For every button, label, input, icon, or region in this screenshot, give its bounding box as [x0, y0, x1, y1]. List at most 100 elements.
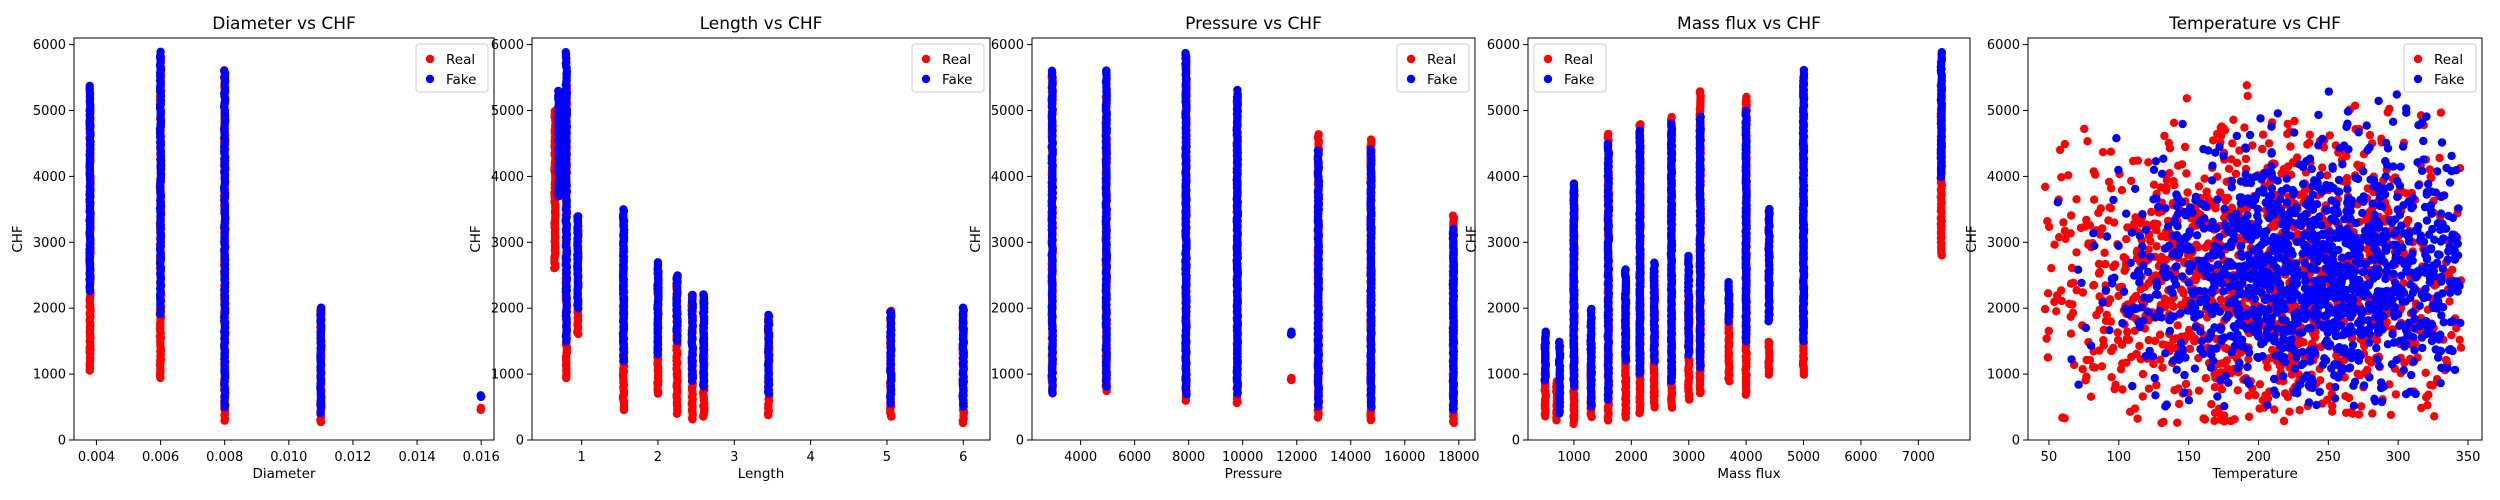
scatter-points	[1540, 48, 1947, 429]
legend-label-fake: Fake	[942, 72, 972, 88]
legend-marker-fake	[1543, 74, 1553, 84]
x-axis-label: Diameter	[252, 466, 315, 482]
y-axis-label: CHF	[968, 225, 984, 252]
x-tick-label: 12000	[1276, 450, 1317, 465]
fake-point	[653, 258, 663, 267]
y-tick-label: 3000	[33, 236, 66, 251]
x-tick-label: 0.008	[206, 450, 243, 465]
y-tick-label: 2000	[33, 302, 66, 317]
fake-point	[561, 48, 570, 57]
fake-point	[1449, 224, 1458, 234]
fake-point	[1102, 66, 1111, 75]
y-tick-label: 4000	[991, 170, 1024, 185]
axes-frame	[73, 37, 495, 441]
real-point	[1667, 112, 1676, 122]
real-point	[1695, 87, 1705, 96]
y-tick-label: 4000	[33, 170, 66, 185]
x-tick-label: 4000	[1064, 450, 1097, 465]
y-tick-label: 2000	[491, 302, 524, 317]
y-tick-label: 3000	[991, 236, 1024, 251]
legend-marker-real	[1406, 54, 1416, 64]
fake-point	[764, 310, 773, 320]
y-tick-label: 5000	[33, 104, 66, 119]
legend-label-fake: Fake	[1564, 72, 1594, 88]
fake-point	[220, 66, 229, 76]
legend: Real Fake	[415, 43, 489, 93]
y-tick-label: 4000	[491, 170, 524, 185]
legend-label-real: Real	[446, 52, 475, 68]
x-tick-label: 6	[959, 450, 967, 465]
panel-diameter-vs-chf: Diameter vs CHF Diameter CHF Real Fake 0…	[10, 14, 500, 482]
y-tick-label: 6000	[33, 38, 66, 53]
legend: Real Fake	[1533, 43, 1607, 93]
legend-marker-real	[425, 54, 435, 64]
fake-point	[85, 81, 94, 91]
legend-label-real: Real	[1564, 52, 1593, 68]
legend: Real Fake	[911, 43, 985, 93]
legend-marker-fake	[1406, 74, 1416, 84]
y-axis-label: CHF	[468, 225, 484, 252]
legend-label-real: Real	[1427, 52, 1456, 68]
x-axis-label: Pressure	[1225, 466, 1283, 482]
legend-label-fake: Fake	[1427, 72, 1457, 88]
legend: Real Fake	[1396, 43, 1470, 93]
y-tick-label: 2000	[991, 302, 1024, 317]
x-tick-label: 0.010	[270, 450, 307, 465]
legend-marker-real	[1543, 54, 1553, 64]
fake-point	[156, 47, 165, 56]
x-tick-label: 3	[730, 450, 738, 465]
panel-mass-flux-vs-chf: Mass flux vs CHF Mass flux CHF Real Fake…	[1464, 14, 1971, 482]
fake-point	[699, 290, 708, 299]
fake-point	[688, 290, 697, 300]
y-tick-label: 0	[58, 434, 66, 449]
fake-point	[1047, 66, 1057, 76]
y-tick-label: 0	[1016, 434, 1024, 449]
scatter-points	[550, 48, 968, 428]
fake-point	[554, 86, 563, 96]
real-point	[476, 403, 486, 413]
y-tick-label: 1000	[491, 368, 524, 383]
y-tick-label: 1000	[33, 368, 66, 383]
x-tick-label: 6000	[1118, 450, 1151, 465]
fake-point	[619, 205, 628, 214]
legend-marker-fake	[425, 74, 435, 84]
x-tick-label: 2	[654, 450, 662, 465]
y-tick-label: 6000	[491, 38, 524, 53]
legend-label-real: Real	[942, 52, 971, 68]
fake-point	[1366, 145, 1375, 154]
fake-point	[1287, 327, 1296, 336]
y-tick-label: 1000	[991, 368, 1024, 383]
x-tick-label: 1	[577, 450, 585, 465]
real-point	[1448, 211, 1458, 220]
real-point	[1366, 135, 1376, 144]
y-axis-label: CHF	[10, 225, 26, 252]
panel-title: Diameter vs CHF	[212, 14, 356, 34]
legend-label-fake: Fake	[446, 72, 476, 88]
y-tick-label: 3000	[491, 236, 524, 251]
x-tick-label: 4	[806, 450, 814, 465]
x-axis-label: Mass flux	[1717, 466, 1780, 482]
real-point	[1636, 120, 1645, 129]
x-tick-label: 0.004	[78, 450, 115, 465]
legend-marker-fake	[921, 74, 931, 84]
legend-marker-real	[921, 54, 931, 64]
scatter-points	[85, 47, 486, 427]
x-tick-label: 0.006	[142, 450, 179, 465]
panel-title: Mass flux vs CHF	[1677, 14, 1821, 34]
panel-title: Length vs CHF	[700, 14, 823, 34]
x-tick-label: 18000	[1438, 450, 1479, 465]
fake-point	[476, 391, 485, 400]
x-tick-label: 8000	[1172, 450, 1205, 465]
axes-frame	[1031, 37, 1476, 441]
fake-point	[958, 303, 968, 312]
real-point	[1604, 129, 1613, 139]
fake-point	[1313, 146, 1323, 155]
x-tick-label: 0.012	[334, 450, 371, 465]
x-tick-label: 16000	[1384, 450, 1425, 465]
x-tick-label: 5	[883, 450, 891, 465]
fake-point	[886, 307, 895, 317]
panel-title: Pressure vs CHF	[1185, 14, 1322, 34]
x-tick-label: 10000	[1222, 450, 1263, 465]
